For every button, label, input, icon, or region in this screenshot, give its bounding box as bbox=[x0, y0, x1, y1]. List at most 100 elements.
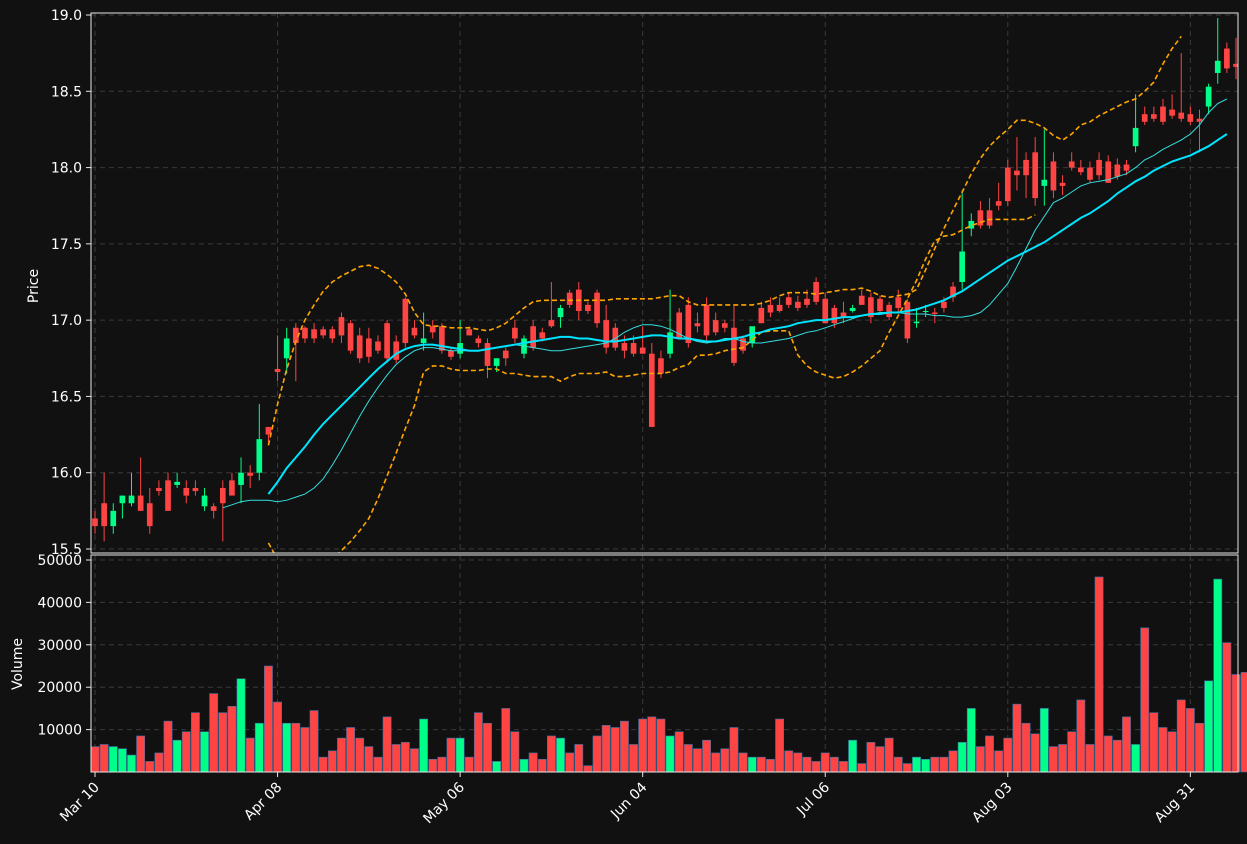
volume-y-ticks: 10000 20000 30000 40000 50000 bbox=[37, 553, 91, 739]
price-y-tick-label: 16.5 bbox=[51, 389, 82, 405]
candle-body bbox=[101, 503, 107, 527]
volume-bar bbox=[775, 718, 785, 773]
volume-bar bbox=[930, 756, 940, 773]
candle-body bbox=[703, 304, 710, 336]
volume-y-tick-label: 10000 bbox=[37, 723, 82, 739]
volume-bar bbox=[574, 744, 584, 773]
candle-body bbox=[420, 338, 427, 344]
volume-bar bbox=[382, 716, 392, 773]
candle-body bbox=[612, 327, 619, 348]
volume-bar bbox=[729, 727, 739, 773]
volume-bar bbox=[921, 758, 931, 773]
volume-bar bbox=[136, 735, 146, 773]
candle-body bbox=[977, 210, 984, 226]
volume-bar bbox=[556, 737, 565, 773]
volume-bar bbox=[638, 718, 648, 773]
volume-bar bbox=[327, 750, 337, 773]
candle-body bbox=[658, 358, 664, 374]
candle-body bbox=[229, 480, 235, 496]
volume-bar bbox=[711, 752, 721, 773]
candle-body bbox=[995, 201, 1002, 206]
volume-bar bbox=[948, 750, 958, 773]
volume-bar bbox=[1094, 576, 1104, 773]
candle-body bbox=[92, 518, 98, 527]
candle-body bbox=[1105, 161, 1112, 183]
volume-bar bbox=[1140, 627, 1150, 773]
candle-body bbox=[712, 320, 719, 333]
candle-body bbox=[986, 210, 993, 226]
volume-bar bbox=[1185, 708, 1195, 773]
candle-body bbox=[813, 282, 819, 302]
volume-bar bbox=[1112, 739, 1122, 773]
volume-bar bbox=[674, 731, 684, 773]
volume-bar bbox=[829, 756, 839, 773]
candle-body bbox=[895, 297, 902, 308]
volume-bar bbox=[510, 731, 520, 773]
volume-bar bbox=[1012, 703, 1022, 773]
volume-bar bbox=[127, 754, 136, 773]
candle-body bbox=[1023, 159, 1029, 176]
candlesticks bbox=[92, 18, 1238, 542]
candle-body bbox=[356, 335, 363, 359]
volume-bar bbox=[1158, 727, 1168, 773]
volume-bar bbox=[245, 737, 255, 773]
volume-bar bbox=[720, 748, 730, 773]
candle-body bbox=[950, 286, 956, 298]
candle-body bbox=[831, 307, 838, 324]
volume-bar bbox=[820, 752, 830, 773]
volume-bar bbox=[620, 720, 629, 773]
volume-bar bbox=[702, 739, 711, 773]
volume-bar bbox=[483, 722, 492, 773]
volume-bar bbox=[610, 727, 620, 773]
volume-bar bbox=[373, 756, 383, 773]
candle-body bbox=[740, 338, 746, 351]
candle-body bbox=[393, 341, 400, 360]
price-frame bbox=[90, 12, 1239, 554]
volume-bar bbox=[364, 746, 374, 773]
volume-bar bbox=[866, 742, 876, 773]
candle-body bbox=[822, 298, 829, 324]
volume-y-tick-label: 20000 bbox=[37, 680, 82, 696]
candle-body bbox=[283, 338, 290, 359]
volume-bar bbox=[738, 752, 748, 773]
volume-bar bbox=[437, 756, 447, 773]
volume-bar bbox=[117, 748, 127, 773]
price-y-tick-label: 15.5 bbox=[51, 542, 82, 558]
price-y-tick-label: 16.0 bbox=[51, 466, 82, 482]
candle-body bbox=[320, 329, 327, 336]
volume-y-tick-label: 30000 bbox=[37, 638, 82, 654]
volume-bar bbox=[1176, 699, 1186, 773]
candle-body bbox=[630, 343, 637, 354]
candle-body bbox=[429, 326, 436, 333]
candle-body bbox=[146, 503, 153, 527]
candle-body bbox=[758, 307, 765, 324]
volume-bar bbox=[1030, 733, 1040, 773]
candle-body bbox=[439, 326, 445, 351]
candle-body bbox=[1114, 164, 1121, 177]
candle-body bbox=[375, 341, 381, 351]
candle-body bbox=[302, 327, 308, 339]
candle-body bbox=[685, 304, 692, 344]
volume-bar bbox=[1195, 722, 1204, 773]
candle-body bbox=[767, 304, 774, 313]
volume-bar bbox=[994, 750, 1004, 773]
volume-bar bbox=[1067, 731, 1077, 773]
volume-bar bbox=[410, 748, 419, 773]
candle-body bbox=[585, 304, 591, 311]
volume-bar bbox=[902, 763, 912, 773]
candle-body bbox=[201, 495, 208, 507]
volume-bar bbox=[1003, 737, 1013, 773]
candle-body bbox=[183, 487, 190, 496]
candle-body bbox=[886, 304, 892, 318]
candle-body bbox=[1087, 167, 1093, 180]
candle-body bbox=[448, 350, 454, 357]
candle-body bbox=[913, 321, 920, 324]
price-ylabel: Price bbox=[26, 269, 42, 303]
volume-bar bbox=[811, 761, 821, 773]
volume-bar bbox=[957, 742, 967, 773]
candle-body bbox=[238, 472, 244, 485]
candle-body bbox=[1041, 179, 1048, 186]
candle-body bbox=[557, 307, 564, 318]
volume-bar bbox=[163, 720, 173, 773]
